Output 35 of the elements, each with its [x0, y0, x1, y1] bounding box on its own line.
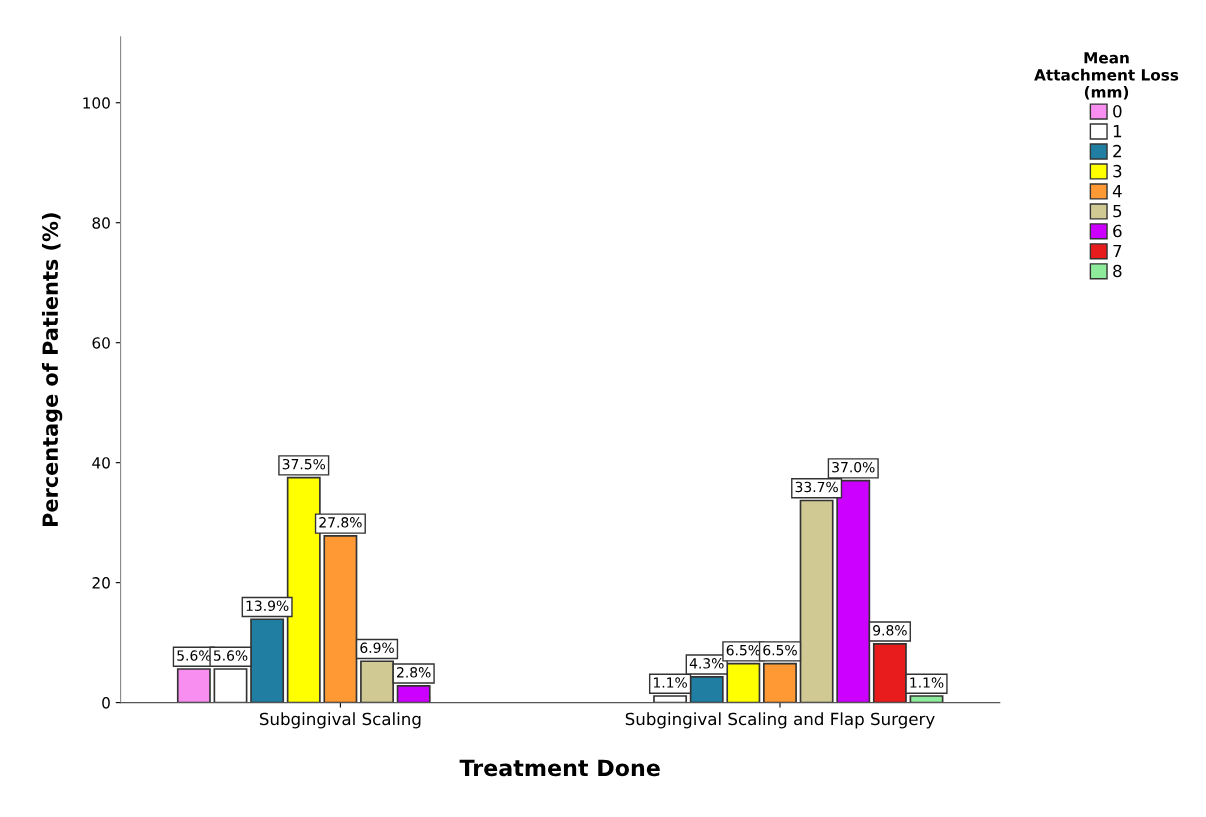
legend-label: 7: [1113, 244, 1122, 258]
data-label: 1.1%: [653, 677, 687, 688]
legend-label: 6: [1113, 224, 1122, 238]
data-label: 5.6%: [177, 650, 211, 661]
legend-label: 5: [1113, 204, 1122, 218]
data-label: 6.5%: [763, 644, 797, 656]
y-tick-label: 80: [92, 217, 110, 229]
data-label: 5.6%: [213, 650, 248, 661]
data-label: 27.8%: [319, 517, 362, 528]
data-label: 33.7%: [795, 481, 838, 493]
x-tick-label: Subgingival Scaling: [259, 712, 421, 729]
y-axis-title: Percentage of Patients (%): [41, 213, 63, 526]
y-tick-label: 20: [92, 577, 110, 589]
y-tick-label: 40: [92, 457, 110, 469]
data-label: 37.0%: [832, 461, 875, 473]
y-tick-label: 0: [102, 697, 110, 709]
data-label: 37.5%: [282, 458, 326, 470]
legend-label: 8: [1113, 264, 1122, 278]
legend-label: 4: [1112, 184, 1122, 198]
y-tick-label: 60: [92, 337, 110, 349]
legend-label: 0: [1113, 104, 1122, 118]
legend-label: 1: [1113, 125, 1122, 138]
legend-title: Mean Attachment Loss (mm): [1034, 52, 1179, 100]
data-label: 9.8%: [873, 625, 907, 636]
data-label: 1.1%: [910, 677, 944, 688]
data-label: 6.9%: [360, 642, 394, 653]
legend-label: 2: [1113, 144, 1121, 158]
data-label: 2.8%: [397, 667, 431, 678]
data-label: 6.5%: [726, 644, 761, 656]
legend-label: 3: [1113, 164, 1122, 178]
y-tick-label: 100: [83, 97, 110, 109]
x-axis-title: Treatment Done: [459, 759, 660, 777]
data-label: 13.9%: [246, 600, 289, 611]
data-label: 4.3%: [689, 658, 724, 669]
x-tick-label: Subgingival Scaling and Flap Surgery: [625, 712, 935, 729]
